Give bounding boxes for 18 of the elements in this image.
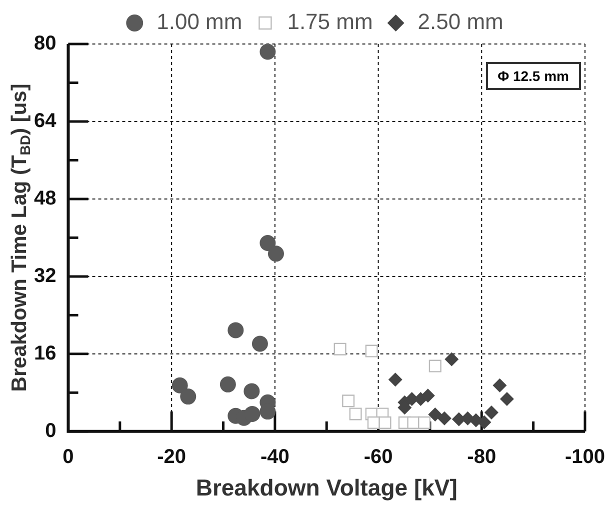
y-tick-label: 32 bbox=[34, 264, 56, 287]
y-tick-label: 0 bbox=[45, 420, 56, 442]
x-tick-label: -80 bbox=[467, 446, 496, 468]
x-tick-label: -20 bbox=[157, 446, 186, 468]
annotation: Φ 12.5 mm bbox=[486, 62, 581, 90]
y-tick-label: 64 bbox=[34, 110, 58, 132]
x-tick-label: -60 bbox=[364, 446, 393, 468]
x-tick-label: -100 bbox=[564, 446, 605, 468]
x-tick-label: 0 bbox=[62, 446, 74, 468]
y-tick-label: 16 bbox=[34, 342, 56, 364]
y-tick-label: 48 bbox=[34, 187, 56, 210]
legend-label: 1.00 mm bbox=[156, 9, 242, 34]
y-axis-title: Breakdown Time Lag (TBD) [us] bbox=[8, 84, 33, 392]
legend-label: 1.75 mm bbox=[287, 9, 373, 34]
legend-label: 2.50 mm bbox=[418, 9, 504, 34]
x-tick-label: -40 bbox=[260, 446, 290, 468]
y-tick-label: 80 bbox=[34, 32, 56, 55]
x-axis-title: Breakdown Voltage [kV] bbox=[196, 474, 458, 501]
